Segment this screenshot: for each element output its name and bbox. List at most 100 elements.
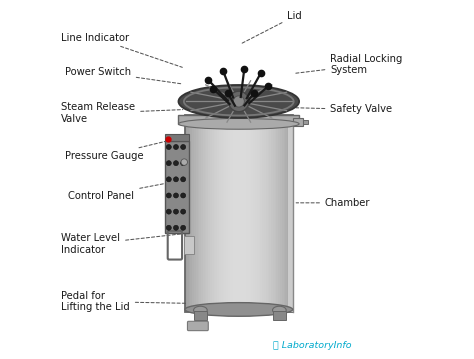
Circle shape xyxy=(173,177,179,182)
Text: Pedal for
Lifting the Lid: Pedal for Lifting the Lid xyxy=(61,291,187,312)
Bar xyxy=(269,115,271,312)
Bar xyxy=(191,115,192,312)
Bar xyxy=(208,115,210,312)
Circle shape xyxy=(181,161,186,166)
Circle shape xyxy=(228,91,249,112)
Circle shape xyxy=(181,159,187,165)
Bar xyxy=(266,115,267,312)
Circle shape xyxy=(181,193,186,198)
Bar xyxy=(275,115,276,312)
Circle shape xyxy=(173,144,179,149)
Bar xyxy=(257,115,258,312)
Ellipse shape xyxy=(193,306,207,314)
Bar xyxy=(194,115,196,312)
Bar xyxy=(293,118,303,126)
Text: Control Panel: Control Panel xyxy=(68,180,183,201)
Circle shape xyxy=(166,161,171,166)
Bar xyxy=(253,115,255,312)
Text: Radial Locking
System: Radial Locking System xyxy=(295,54,403,75)
Bar xyxy=(251,115,253,312)
Bar xyxy=(212,115,214,312)
Bar xyxy=(276,115,278,312)
Bar xyxy=(205,115,207,312)
Bar xyxy=(273,115,275,312)
Text: Lid: Lid xyxy=(241,11,302,43)
Bar xyxy=(192,115,194,312)
Bar xyxy=(214,115,216,312)
Bar xyxy=(210,115,212,312)
Circle shape xyxy=(181,225,186,230)
Bar xyxy=(230,115,232,312)
Bar xyxy=(201,115,203,312)
Bar xyxy=(179,115,299,124)
Text: Pressure Gauge: Pressure Gauge xyxy=(64,137,183,161)
Text: Water Level
Indicator: Water Level Indicator xyxy=(61,233,183,255)
Bar xyxy=(287,115,289,312)
Circle shape xyxy=(166,144,171,149)
Bar xyxy=(221,115,223,312)
Bar xyxy=(248,115,250,312)
Bar xyxy=(224,115,226,312)
Text: Power Switch: Power Switch xyxy=(64,67,182,84)
Bar xyxy=(194,311,207,320)
Bar xyxy=(165,140,189,233)
Text: Steam Release
Valve: Steam Release Valve xyxy=(61,102,183,124)
Bar xyxy=(280,115,282,312)
Bar xyxy=(232,115,233,312)
Ellipse shape xyxy=(185,303,292,316)
Bar xyxy=(203,115,205,312)
Bar xyxy=(288,115,292,312)
Ellipse shape xyxy=(273,306,286,314)
Circle shape xyxy=(166,209,171,214)
Bar xyxy=(233,115,235,312)
Circle shape xyxy=(166,193,171,198)
Bar xyxy=(246,115,248,312)
Bar xyxy=(216,115,217,312)
Bar xyxy=(172,236,178,255)
Bar xyxy=(185,115,292,312)
Bar xyxy=(271,115,273,312)
Bar xyxy=(207,115,208,312)
Text: Chamber: Chamber xyxy=(296,198,371,208)
Bar xyxy=(235,115,237,312)
Bar xyxy=(196,115,198,312)
Bar xyxy=(260,115,262,312)
Bar xyxy=(255,115,257,312)
Bar xyxy=(226,115,228,312)
Circle shape xyxy=(166,225,171,230)
Circle shape xyxy=(173,209,179,214)
Bar xyxy=(165,134,189,140)
Circle shape xyxy=(181,177,186,182)
Bar xyxy=(262,115,264,312)
Bar xyxy=(217,115,219,312)
Circle shape xyxy=(173,193,179,198)
Text: Ⓛ LaboratoryInfo: Ⓛ LaboratoryInfo xyxy=(273,341,352,350)
Bar xyxy=(187,115,189,312)
Circle shape xyxy=(173,225,179,230)
Bar xyxy=(219,115,221,312)
Bar xyxy=(303,120,308,124)
Bar xyxy=(199,115,201,312)
Bar xyxy=(241,115,242,312)
Circle shape xyxy=(181,209,186,214)
Circle shape xyxy=(166,177,171,182)
Text: Safety Valve: Safety Valve xyxy=(296,104,392,115)
Bar xyxy=(189,115,191,312)
Ellipse shape xyxy=(179,118,299,129)
Bar xyxy=(258,115,260,312)
Bar xyxy=(239,115,241,312)
Bar xyxy=(228,115,230,312)
Bar xyxy=(285,115,287,312)
Bar xyxy=(267,115,269,312)
Text: Line Indicator: Line Indicator xyxy=(61,33,182,67)
Bar xyxy=(223,115,224,312)
Bar xyxy=(283,115,285,312)
FancyBboxPatch shape xyxy=(187,321,208,331)
Bar xyxy=(242,115,244,312)
Bar xyxy=(184,236,194,254)
Bar xyxy=(278,115,280,312)
Circle shape xyxy=(233,96,245,107)
Bar xyxy=(289,115,291,312)
Bar xyxy=(185,115,187,312)
Bar xyxy=(273,311,286,320)
